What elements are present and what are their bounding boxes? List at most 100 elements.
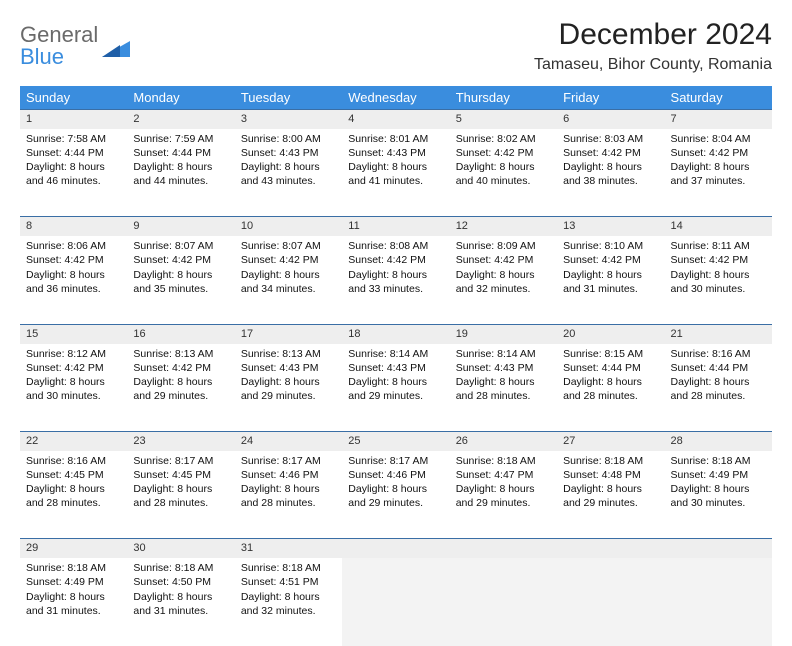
sunset-line: Sunset: 4:43 PM — [241, 146, 336, 160]
daylight-line: Daylight: 8 hours and 30 minutes. — [671, 268, 766, 296]
sunrise-line: Sunrise: 8:04 AM — [671, 132, 766, 146]
sunrise-line: Sunrise: 8:11 AM — [671, 239, 766, 253]
sunset-line: Sunset: 4:46 PM — [348, 468, 443, 482]
day-content-cell — [342, 558, 449, 646]
day-content-row: Sunrise: 8:12 AMSunset: 4:42 PMDaylight:… — [20, 344, 772, 432]
weekday-header: Monday — [127, 86, 234, 110]
sunrise-line: Sunrise: 8:17 AM — [133, 454, 228, 468]
logo-text: General Blue — [20, 24, 98, 68]
sunrise-line: Sunrise: 8:18 AM — [26, 561, 121, 575]
sunset-line: Sunset: 4:43 PM — [241, 361, 336, 375]
sunrise-line: Sunrise: 8:06 AM — [26, 239, 121, 253]
daylight-line: Daylight: 8 hours and 37 minutes. — [671, 160, 766, 188]
day-number-cell: 28 — [665, 432, 772, 451]
day-content-cell: Sunrise: 8:18 AMSunset: 4:51 PMDaylight:… — [235, 558, 342, 646]
sunset-line: Sunset: 4:45 PM — [133, 468, 228, 482]
sunset-line: Sunset: 4:46 PM — [241, 468, 336, 482]
sunrise-line: Sunrise: 8:14 AM — [348, 347, 443, 361]
sunset-line: Sunset: 4:43 PM — [348, 146, 443, 160]
sunset-line: Sunset: 4:42 PM — [26, 361, 121, 375]
daylight-line: Daylight: 8 hours and 34 minutes. — [241, 268, 336, 296]
day-content-cell: Sunrise: 8:17 AMSunset: 4:45 PMDaylight:… — [127, 451, 234, 539]
daylight-line: Daylight: 8 hours and 35 minutes. — [133, 268, 228, 296]
day-number-cell: 21 — [665, 324, 772, 343]
daylight-line: Daylight: 8 hours and 40 minutes. — [456, 160, 551, 188]
day-number-cell: 11 — [342, 217, 449, 236]
daylight-line: Daylight: 8 hours and 43 minutes. — [241, 160, 336, 188]
day-number-cell — [342, 539, 449, 558]
day-content-cell: Sunrise: 7:58 AMSunset: 4:44 PMDaylight:… — [20, 129, 127, 217]
sunrise-line: Sunrise: 8:14 AM — [456, 347, 551, 361]
daylight-line: Daylight: 8 hours and 29 minutes. — [348, 482, 443, 510]
day-content-cell: Sunrise: 8:07 AMSunset: 4:42 PMDaylight:… — [235, 236, 342, 324]
sunset-line: Sunset: 4:43 PM — [456, 361, 551, 375]
weekday-header: Wednesday — [342, 86, 449, 110]
day-number-cell: 18 — [342, 324, 449, 343]
day-content-cell: Sunrise: 8:01 AMSunset: 4:43 PMDaylight:… — [342, 129, 449, 217]
title-block: December 2024 Tamaseu, Bihor County, Rom… — [534, 18, 772, 74]
sunrise-line: Sunrise: 8:18 AM — [563, 454, 658, 468]
sunrise-line: Sunrise: 8:13 AM — [241, 347, 336, 361]
day-content-cell: Sunrise: 8:09 AMSunset: 4:42 PMDaylight:… — [450, 236, 557, 324]
day-number-cell: 6 — [557, 110, 664, 129]
day-content-cell: Sunrise: 8:16 AMSunset: 4:44 PMDaylight:… — [665, 344, 772, 432]
day-number-cell: 27 — [557, 432, 664, 451]
daylight-line: Daylight: 8 hours and 28 minutes. — [133, 482, 228, 510]
sunrise-line: Sunrise: 8:17 AM — [241, 454, 336, 468]
sunrise-line: Sunrise: 8:16 AM — [26, 454, 121, 468]
day-content-cell: Sunrise: 8:14 AMSunset: 4:43 PMDaylight:… — [342, 344, 449, 432]
day-content-cell: Sunrise: 8:15 AMSunset: 4:44 PMDaylight:… — [557, 344, 664, 432]
day-content-cell: Sunrise: 8:17 AMSunset: 4:46 PMDaylight:… — [342, 451, 449, 539]
sunrise-line: Sunrise: 8:01 AM — [348, 132, 443, 146]
day-content-cell: Sunrise: 8:13 AMSunset: 4:42 PMDaylight:… — [127, 344, 234, 432]
sunrise-line: Sunrise: 8:17 AM — [348, 454, 443, 468]
day-content-cell: Sunrise: 8:04 AMSunset: 4:42 PMDaylight:… — [665, 129, 772, 217]
sunset-line: Sunset: 4:49 PM — [26, 575, 121, 589]
month-title: December 2024 — [534, 18, 772, 52]
day-content-cell: Sunrise: 8:02 AMSunset: 4:42 PMDaylight:… — [450, 129, 557, 217]
sunset-line: Sunset: 4:48 PM — [563, 468, 658, 482]
day-number-cell: 30 — [127, 539, 234, 558]
day-number-cell: 22 — [20, 432, 127, 451]
daylight-line: Daylight: 8 hours and 32 minutes. — [241, 590, 336, 618]
day-number-cell: 26 — [450, 432, 557, 451]
day-content-cell: Sunrise: 8:11 AMSunset: 4:42 PMDaylight:… — [665, 236, 772, 324]
daylight-line: Daylight: 8 hours and 33 minutes. — [348, 268, 443, 296]
day-number-cell: 20 — [557, 324, 664, 343]
sunset-line: Sunset: 4:42 PM — [241, 253, 336, 267]
daylight-line: Daylight: 8 hours and 38 minutes. — [563, 160, 658, 188]
weekday-header: Tuesday — [235, 86, 342, 110]
day-number-cell: 25 — [342, 432, 449, 451]
day-number-row: 22232425262728 — [20, 432, 772, 451]
sunrise-line: Sunrise: 8:00 AM — [241, 132, 336, 146]
day-number-cell: 17 — [235, 324, 342, 343]
day-content-cell: Sunrise: 8:14 AMSunset: 4:43 PMDaylight:… — [450, 344, 557, 432]
sunset-line: Sunset: 4:47 PM — [456, 468, 551, 482]
sunset-line: Sunset: 4:42 PM — [348, 253, 443, 267]
day-content-cell: Sunrise: 8:17 AMSunset: 4:46 PMDaylight:… — [235, 451, 342, 539]
sunrise-line: Sunrise: 8:10 AM — [563, 239, 658, 253]
weekday-header: Thursday — [450, 86, 557, 110]
day-content-cell: Sunrise: 8:18 AMSunset: 4:47 PMDaylight:… — [450, 451, 557, 539]
daylight-line: Daylight: 8 hours and 28 minutes. — [456, 375, 551, 403]
day-content-cell: Sunrise: 8:07 AMSunset: 4:42 PMDaylight:… — [127, 236, 234, 324]
day-number-row: 1234567 — [20, 110, 772, 129]
logo: General Blue — [20, 24, 130, 68]
day-content-cell: Sunrise: 8:00 AMSunset: 4:43 PMDaylight:… — [235, 129, 342, 217]
day-content-cell: Sunrise: 8:18 AMSunset: 4:49 PMDaylight:… — [20, 558, 127, 646]
day-content-cell: Sunrise: 8:13 AMSunset: 4:43 PMDaylight:… — [235, 344, 342, 432]
sunset-line: Sunset: 4:42 PM — [456, 146, 551, 160]
daylight-line: Daylight: 8 hours and 30 minutes. — [671, 482, 766, 510]
daylight-line: Daylight: 8 hours and 31 minutes. — [26, 590, 121, 618]
sunset-line: Sunset: 4:44 PM — [563, 361, 658, 375]
calendar-table: SundayMondayTuesdayWednesdayThursdayFrid… — [20, 86, 772, 646]
logo-triangle-icon — [102, 35, 130, 57]
sunrise-line: Sunrise: 8:18 AM — [671, 454, 766, 468]
daylight-line: Daylight: 8 hours and 46 minutes. — [26, 160, 121, 188]
sunrise-line: Sunrise: 8:03 AM — [563, 132, 658, 146]
day-number-cell: 16 — [127, 324, 234, 343]
day-content-row: Sunrise: 8:16 AMSunset: 4:45 PMDaylight:… — [20, 451, 772, 539]
daylight-line: Daylight: 8 hours and 29 minutes. — [456, 482, 551, 510]
day-content-cell: Sunrise: 8:06 AMSunset: 4:42 PMDaylight:… — [20, 236, 127, 324]
weekday-header-row: SundayMondayTuesdayWednesdayThursdayFrid… — [20, 86, 772, 110]
